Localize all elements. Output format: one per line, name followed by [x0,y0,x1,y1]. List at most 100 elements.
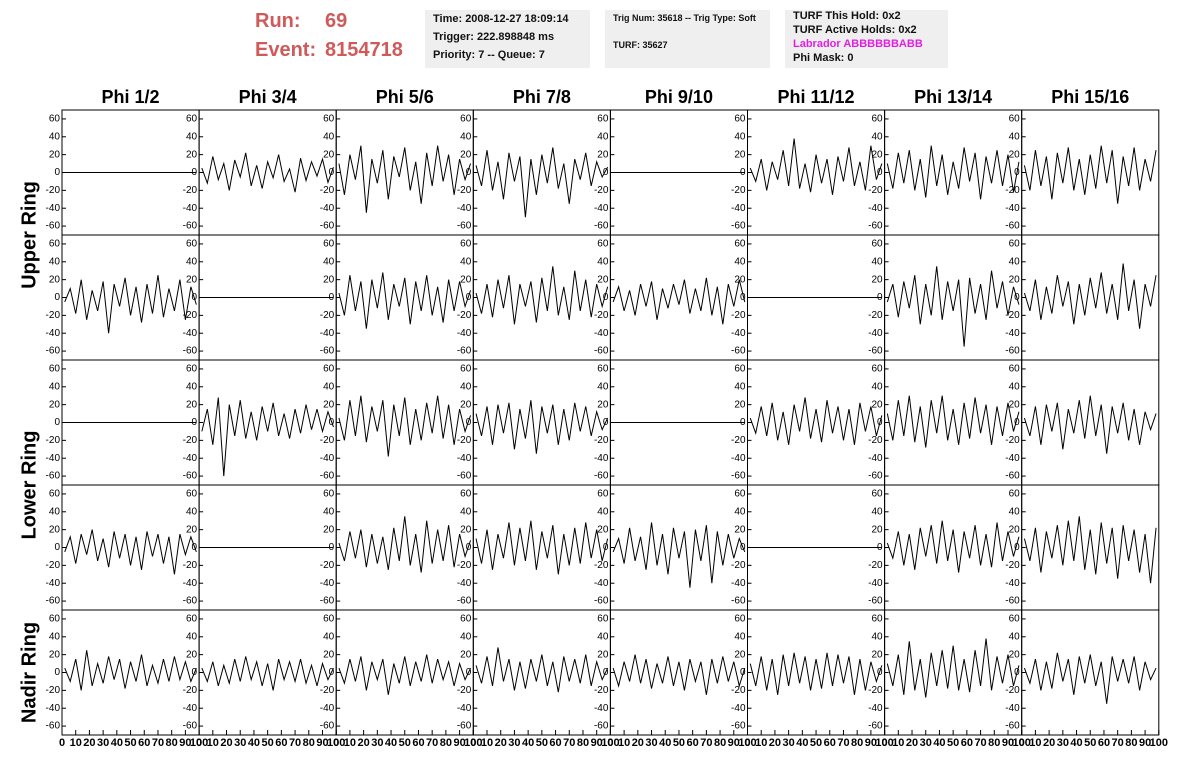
y-tick-label: 60 [1009,239,1021,250]
y-tick-label: -40 [46,328,61,339]
y-tick-label: -20 [320,560,335,571]
y-tick-label: 20 [460,274,472,285]
y-tick-label: -20 [731,310,746,321]
y-tick-label: 40 [323,506,335,517]
y-tick-label: -40 [183,328,198,339]
y-tick-label: 60 [460,114,472,125]
panel-frame [472,109,611,236]
info-line: TURF This Hold: 0x2 [793,10,901,22]
y-tick-label: -60 [731,721,746,732]
panel-frame [335,234,474,361]
y-tick-label: 60 [597,364,609,375]
x-tick-label: 90 [316,737,328,749]
column-title: Phi 3/4 [239,87,297,107]
y-tick-label: -40 [731,453,746,464]
y-tick-label: -60 [594,596,609,607]
y-tick-label: 20 [1009,524,1021,535]
x-tick-label: 100 [738,737,756,749]
x-tick-label: 50 [262,737,274,749]
waveform [612,522,746,588]
x-tick-label: 60 [412,737,424,749]
x-tick-label: 30 [371,737,383,749]
y-tick-label: 40 [49,631,61,642]
waveform [1023,145,1157,204]
y-tick-label: 0 [1014,292,1020,303]
y-tick-label: -40 [868,453,883,464]
x-tick-label: 30 [1057,737,1069,749]
x-tick-label: 30 [645,737,657,749]
y-tick-label: -20 [868,310,883,321]
y-tick-label: -40 [46,203,61,214]
y-tick-label: 60 [1009,114,1021,125]
info-box: Trig Num: 35618 -- Trig Type: Soft TURF:… [605,10,770,68]
y-tick-label: 20 [186,399,198,410]
y-tick-label: 40 [597,381,609,392]
x-tick-label: 10 [1029,737,1041,749]
y-tick-label: -20 [594,185,609,196]
y-tick-label: 20 [734,399,746,410]
y-tick-label: -40 [457,203,472,214]
y-tick-label: 40 [323,131,335,142]
y-tick-label: 40 [323,631,335,642]
y-tick-label: 60 [460,364,472,375]
y-tick-label: 40 [734,131,746,142]
y-tick-label: -40 [594,203,609,214]
x-tick-label: 40 [522,737,534,749]
panel-frame [884,484,1023,611]
y-tick-label: -60 [1005,221,1020,232]
y-tick-label: 0 [466,167,472,178]
x-tick-label: 10 [70,737,82,749]
y-tick-label: 40 [1009,381,1021,392]
y-tick-label: 0 [1014,667,1020,678]
panel-frame [884,609,1023,736]
y-tick-label: -40 [731,328,746,339]
y-tick-label: 0 [877,417,883,428]
y-tick-label: -60 [1005,346,1020,357]
x-tick-label: 100 [1150,737,1168,749]
y-tick-label: -60 [457,471,472,482]
info-line: Trig Num: 35618 -- Trig Type: Soft [613,13,756,23]
y-tick-label: -60 [868,721,883,732]
y-tick-label: 20 [323,524,335,535]
waveform [612,654,746,695]
y-tick-label: 20 [871,149,883,160]
y-tick-label: 20 [186,274,198,285]
y-tick-label: 40 [871,631,883,642]
x-tick-label: 40 [385,737,397,749]
y-tick-label: -20 [457,310,472,321]
y-tick-label: -20 [594,685,609,696]
y-tick-label: 40 [871,381,883,392]
x-tick-label: 50 [1084,737,1096,749]
y-tick-label: 20 [734,149,746,160]
y-tick-label: -60 [731,221,746,232]
y-tick-label: 40 [49,256,61,267]
y-tick-label: 60 [734,364,746,375]
y-tick-label: -60 [320,471,335,482]
event-label: Event: [255,39,317,61]
y-tick-label: -60 [46,721,61,732]
y-tick-label: 20 [460,149,472,160]
y-tick-label: 20 [871,524,883,535]
y-tick-label: 60 [323,364,335,375]
y-tick-label: -20 [46,435,61,446]
y-tick-label: -40 [457,703,472,714]
y-tick-label: 20 [49,649,61,660]
y-tick-label: 0 [740,292,746,303]
y-tick-label: 20 [323,149,335,160]
panel-frame [61,234,200,361]
y-tick-label: -60 [594,471,609,482]
panel-frame [472,359,611,486]
y-tick-label: 60 [49,489,61,500]
y-tick-label: 60 [871,489,883,500]
y-tick-label: -60 [731,471,746,482]
y-tick-label: 60 [871,114,883,125]
y-tick-label: 0 [192,667,198,678]
y-tick-label: -20 [320,435,335,446]
y-tick-label: -40 [46,703,61,714]
x-tick-label: 30 [97,737,109,749]
x-tick-label: 30 [783,737,795,749]
y-tick-label: 20 [460,524,472,535]
waveform [886,520,1020,573]
waveform [886,266,1020,347]
